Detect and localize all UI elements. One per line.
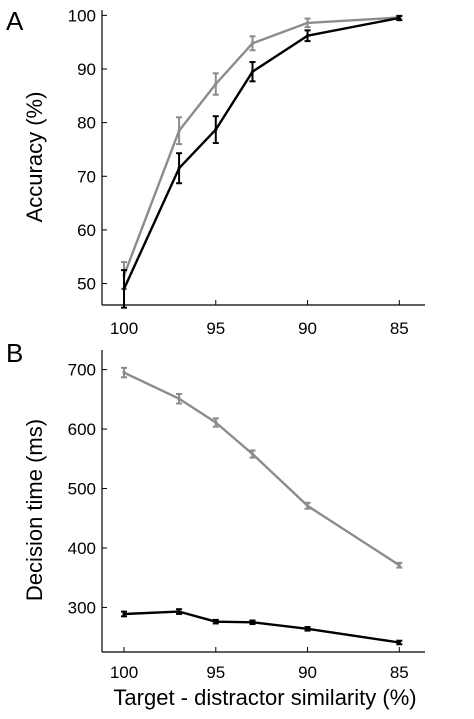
panel-a-y-tick-label: 100 <box>68 6 96 25</box>
panel-b-x-tick-label: 95 <box>206 663 225 682</box>
panel-b-series-black-line <box>123 610 400 644</box>
panel-b-series-black-point <box>214 620 218 624</box>
panel-b-y-tick-label: 600 <box>68 420 96 439</box>
panel-b-series-gray-point <box>250 452 255 456</box>
panel-b: B Decision time (ms) Target - distractor… <box>6 338 425 710</box>
panel-a-series-black-point <box>397 16 401 20</box>
panel-a-y-tick-label: 70 <box>77 167 96 186</box>
panel-a-y-tick-label: 80 <box>77 114 96 133</box>
panel-a-series-black-point <box>214 128 218 132</box>
panel-a-y-tick-label: 60 <box>77 221 96 240</box>
panel-a-y-tick-label: 50 <box>77 275 96 294</box>
panel-a-letter: A <box>6 6 24 36</box>
panel-a-series-gray-point <box>214 82 218 86</box>
panel-b-letter: B <box>6 338 23 368</box>
panel-b-series-black-point <box>305 627 310 631</box>
panel-b-x-tick-label: 90 <box>298 663 317 682</box>
panel-b-series-gray-point <box>177 397 181 401</box>
panel-b-series-gray-point <box>214 420 218 425</box>
panel-a-series-black-point <box>122 287 126 291</box>
panel-b-x-axis-label: Target - distractor similarity (%) <box>113 685 416 710</box>
panel-a-y-tick-label: 90 <box>77 60 96 79</box>
panel-b-y-tick-label: 500 <box>68 480 96 499</box>
panel-a-marks: 50 60 70 80 90 100 100 95 90 85 <box>68 6 425 338</box>
panel-b-series-black-point <box>122 612 126 616</box>
panel-a-series-gray-line <box>122 16 400 276</box>
panel-a-series-gray-point <box>177 129 181 133</box>
panel-b-series-black-point <box>177 609 181 614</box>
panel-a-series-black-point <box>250 70 255 74</box>
panel-a-series-gray-point <box>250 41 255 45</box>
panel-b-y-tick-label: 400 <box>68 539 96 558</box>
panel-b-series-black-point <box>397 640 401 645</box>
panel-b-y-axis-label: Decision time (ms) <box>22 419 47 601</box>
panel-a-x-tick-label: 100 <box>110 319 138 338</box>
panel-b-series-gray-point <box>305 504 310 508</box>
panel-a-x-tick-label: 90 <box>298 319 317 338</box>
panel-b-series-gray-point <box>122 370 126 375</box>
panel-a: A Accuracy (%) 50 60 70 80 90 100 100 95 90 85 <box>6 6 425 338</box>
panel-b-y-tick-label: 700 <box>68 361 96 380</box>
panel-b-series-black-point <box>250 620 255 624</box>
panel-a-series-black-line <box>122 16 400 290</box>
panel-a-series-gray-point <box>305 21 310 25</box>
panel-b-series-gray-point <box>397 563 401 567</box>
panel-a-x-tick-label: 85 <box>390 319 409 338</box>
panel-b-series-gray-line <box>123 371 400 567</box>
panel-a-series-black-point <box>305 34 310 38</box>
panel-b-y-tick-label: 300 <box>68 598 96 617</box>
panel-b-x-tick-label: 85 <box>390 663 409 682</box>
panel-a-x-tick-label: 95 <box>206 319 225 338</box>
panel-a-y-axis-label: Accuracy (%) <box>22 92 47 223</box>
panel-a-series-black-point <box>177 166 181 170</box>
panel-b-marks: 300 400 500 600 700 100 95 90 85 <box>68 350 425 682</box>
panel-b-x-tick-label: 100 <box>110 663 138 682</box>
